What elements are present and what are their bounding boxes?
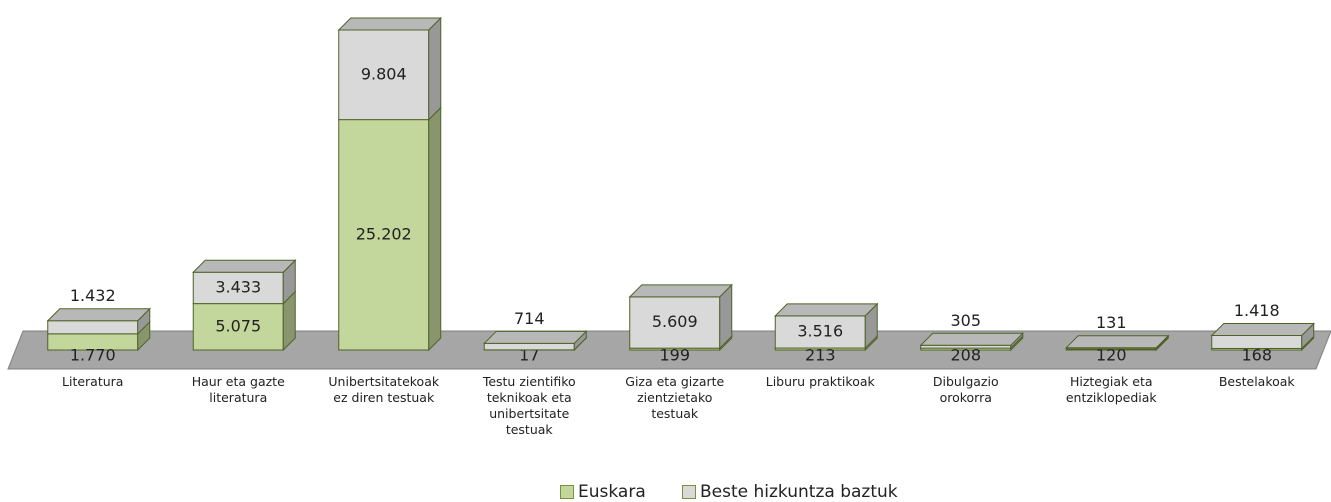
bar-top <box>483 330 588 344</box>
bar-top <box>192 259 297 273</box>
bar-segment <box>192 271 284 305</box>
x-tick-label: Dibulgazio orokorra <box>932 374 999 405</box>
value-label: 3.516 <box>797 321 843 340</box>
bar-top <box>774 303 879 317</box>
bar-segment <box>629 296 721 349</box>
bar-segment <box>47 320 139 335</box>
legend-item: Beste hizkuntza baztuk <box>682 482 898 502</box>
value-label: 5.075 <box>215 316 261 335</box>
value-label: 9.804 <box>361 64 407 83</box>
value-label: 120 <box>1096 346 1127 365</box>
value-label: 305 <box>950 311 981 330</box>
bar-top <box>628 284 733 298</box>
x-tick-label: Hiztegiak eta entziklopediak <box>1065 374 1157 405</box>
value-label: 1.432 <box>70 286 116 305</box>
x-tick-label: Giza eta gizarte zientzietako testuak <box>625 374 725 421</box>
value-label: 3.433 <box>215 277 261 296</box>
legend-item: Euskara <box>560 482 646 502</box>
bar-segment <box>1211 335 1303 349</box>
bar-top <box>337 17 442 31</box>
value-label: 5.609 <box>652 312 698 331</box>
legend-swatch <box>682 485 696 499</box>
bar-segment <box>338 29 430 121</box>
legend-label: Euskara <box>578 482 646 502</box>
bar-top <box>46 308 151 322</box>
value-label: 1.418 <box>1234 301 1280 320</box>
legend-label: Beste hizkuntza baztuk <box>700 482 898 502</box>
x-tick-label: Liburu praktikoak <box>765 374 875 389</box>
value-label: 168 <box>1241 346 1272 365</box>
value-label: 131 <box>1096 313 1127 332</box>
bar-top <box>1210 323 1315 337</box>
bar-segment <box>338 119 430 351</box>
x-tick-label: Haur eta gazte literatura <box>191 374 285 405</box>
value-label: 1.770 <box>70 346 116 365</box>
bar-segment <box>774 315 866 349</box>
legend-swatch <box>560 485 574 499</box>
value-label: 199 <box>659 346 690 365</box>
bar-top <box>1065 335 1170 349</box>
value-label: 208 <box>950 346 981 365</box>
value-label: 714 <box>514 309 545 328</box>
bar-segment <box>483 342 575 351</box>
x-tick-label: Testu zientifiko teknikoak eta unibertsi… <box>482 374 576 437</box>
value-label: 213 <box>805 346 836 365</box>
value-label: 25.202 <box>356 224 412 243</box>
x-tick-label: Bestelakoak <box>1218 374 1295 389</box>
x-tick-label: Unibertsitatekoak ez diren testuak <box>328 374 440 405</box>
bar-side <box>428 106 442 352</box>
x-tick-label: Literatura <box>62 374 124 389</box>
bar-top <box>919 332 1024 346</box>
bar-side <box>428 16 442 121</box>
